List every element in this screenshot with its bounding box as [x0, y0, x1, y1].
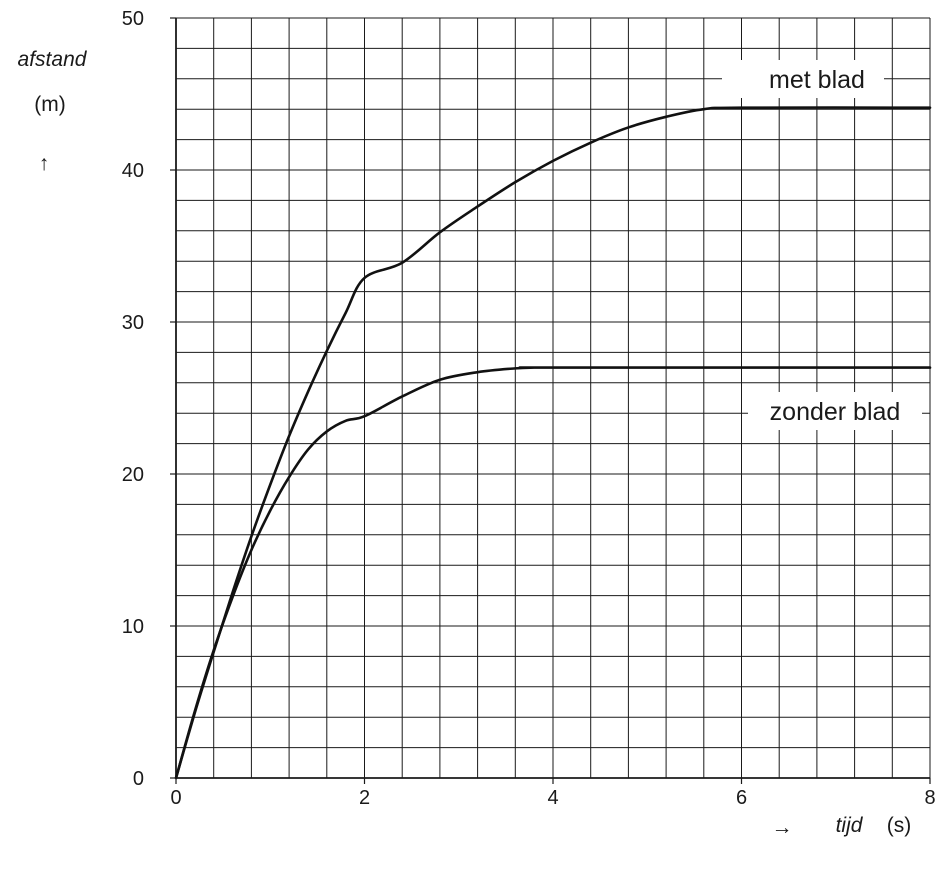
series-label-met-blad: met blad	[769, 66, 865, 94]
x-tick-label: 2	[359, 787, 370, 809]
met-blad-curve	[174, 106, 932, 780]
x-tick-label: 4	[547, 787, 558, 809]
zonder-blad-curve	[174, 366, 932, 780]
tick-labels: 0 2 4 6 8 0 10 20 30 40 50	[122, 8, 936, 809]
y-axis-arrow: ↑	[39, 152, 50, 175]
x-axis-arrow: →	[772, 816, 793, 839]
series-label-zonder-blad: zonder blad	[770, 398, 901, 426]
curves	[174, 106, 932, 780]
y-tick-label: 10	[122, 616, 144, 638]
grid	[175, 17, 931, 779]
y-tick-label: 40	[122, 160, 144, 182]
y-axis-unit: (m)	[34, 93, 65, 116]
y-tick-label: 0	[133, 768, 144, 790]
series-label-bg-met-blad	[722, 60, 884, 98]
series-label-bg-zonder-blad	[748, 392, 922, 430]
y-tick-label: 30	[122, 312, 144, 334]
y-tick-label: 50	[122, 8, 144, 30]
x-axis-unit: (s)	[887, 814, 912, 837]
y-axis-title: afstand	[18, 48, 88, 71]
x-tick-label: 6	[736, 787, 747, 809]
x-tick-label: 8	[924, 787, 935, 809]
x-tick-label: 0	[170, 787, 181, 809]
x-axis-title: tijd	[836, 814, 864, 837]
y-tick-label: 20	[122, 464, 144, 486]
